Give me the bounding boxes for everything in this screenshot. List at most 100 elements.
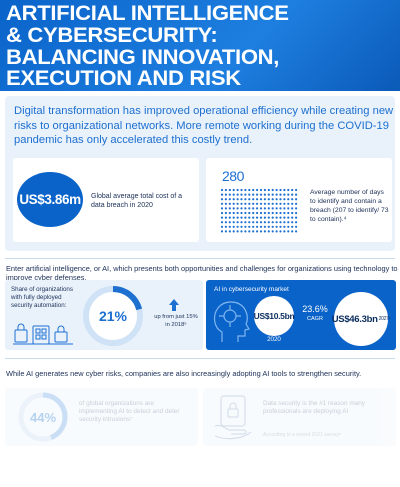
day-dot xyxy=(259,188,263,192)
breach-days-value: 280 xyxy=(222,168,244,184)
day-dot xyxy=(256,193,259,196)
day-dot xyxy=(228,207,231,210)
day-dot xyxy=(244,202,247,205)
day-dot xyxy=(228,225,231,228)
automation-share-label: Share of organizations with fully deploy… xyxy=(11,286,73,309)
day-dot xyxy=(263,216,266,219)
day-dot xyxy=(224,221,227,224)
market-cagr-label: CAGR xyxy=(307,316,323,322)
market-future-year: 2027⁶ xyxy=(378,316,391,322)
day-dot xyxy=(263,198,266,201)
day-dot xyxy=(220,216,224,219)
day-dot xyxy=(275,216,278,219)
day-dot xyxy=(252,230,255,233)
ai-adoption-card: 44% of global organizations are implemen… xyxy=(5,388,198,446)
day-dot xyxy=(295,221,298,224)
day-dot xyxy=(271,211,274,215)
day-dot xyxy=(232,225,235,228)
day-dot xyxy=(263,230,266,233)
day-dot xyxy=(279,225,282,228)
day-dot xyxy=(271,225,274,228)
day-dot xyxy=(240,207,243,210)
day-dot xyxy=(291,211,294,215)
days-dot-grid xyxy=(220,188,298,233)
day-dot xyxy=(240,198,243,201)
day-dot xyxy=(228,193,231,196)
market-cagr-value: 23.6% xyxy=(302,304,328,314)
day-dot xyxy=(220,207,224,210)
day-dot xyxy=(248,193,251,196)
day-dot xyxy=(232,202,235,205)
day-dot xyxy=(259,198,263,201)
day-dot xyxy=(283,221,286,224)
ai-adoption-value: 44% xyxy=(29,409,57,425)
day-dot xyxy=(252,221,255,224)
day-dot xyxy=(252,216,255,219)
day-dot xyxy=(271,198,274,201)
automation-share-ring xyxy=(83,286,143,346)
day-dot xyxy=(220,198,224,201)
day-dot xyxy=(248,221,251,224)
day-dot xyxy=(295,225,298,228)
breach-days-card: 280 Average number of days to identify a… xyxy=(206,158,392,242)
ai-market-card: AI in cybersecurity market US$10.5bn 202… xyxy=(206,280,396,350)
title-line-1: ARTIFICIAL INTELLIGENCE xyxy=(6,2,289,25)
security-lock-icon xyxy=(13,323,73,345)
day-dot xyxy=(263,207,266,210)
automation-share-card: Share of organizations with fully deploy… xyxy=(5,280,203,350)
day-dot xyxy=(252,211,255,215)
day-dot xyxy=(236,230,239,233)
day-dot xyxy=(267,225,270,228)
day-dot xyxy=(259,207,263,210)
day-dot xyxy=(248,198,251,201)
day-dot xyxy=(236,193,239,196)
day-dot xyxy=(248,216,251,219)
data-security-note: According to a recent 2021 survey⁸ xyxy=(263,432,341,438)
intro-text: Digital transformation has improved oper… xyxy=(14,105,394,146)
day-dot xyxy=(228,216,231,219)
day-dot xyxy=(263,202,266,205)
day-dot xyxy=(220,188,224,192)
market-future-value: US$46.3bn xyxy=(331,313,378,325)
header-banner: ARTIFICIAL INTELLIGENCE & CYBERSECURITY:… xyxy=(0,0,400,91)
day-dot xyxy=(271,216,274,219)
day-dot xyxy=(259,221,263,224)
day-dot xyxy=(295,193,298,196)
day-dot xyxy=(291,225,294,228)
day-dot xyxy=(244,193,247,196)
day-dot xyxy=(291,202,294,205)
day-dot xyxy=(252,202,255,205)
day-dot xyxy=(283,216,286,219)
day-dot xyxy=(291,221,294,224)
market-2020-value: US$10.5bn xyxy=(254,296,295,336)
day-dot xyxy=(267,193,270,196)
day-dot xyxy=(224,230,227,233)
day-dot xyxy=(224,188,227,192)
day-dot xyxy=(236,225,239,228)
day-dot xyxy=(228,221,231,224)
day-dot xyxy=(287,193,290,196)
data-security-card: Data security is the #1 reason many prof… xyxy=(203,388,396,446)
section-divider xyxy=(5,258,395,259)
day-dot xyxy=(287,198,290,201)
day-dot xyxy=(228,211,231,215)
day-dot xyxy=(256,202,259,205)
day-dot xyxy=(283,225,286,228)
day-dot xyxy=(287,221,290,224)
day-dot xyxy=(267,207,270,210)
day-dot xyxy=(275,188,278,192)
day-dot xyxy=(244,216,247,219)
day-dot xyxy=(291,193,294,196)
day-dot xyxy=(224,202,227,205)
day-dot xyxy=(295,207,298,210)
day-dot xyxy=(232,198,235,201)
day-dot xyxy=(275,230,278,233)
day-dot xyxy=(283,202,286,205)
day-dot xyxy=(248,207,251,210)
day-dot xyxy=(236,188,239,192)
day-dot xyxy=(267,230,270,233)
day-dot xyxy=(240,211,243,215)
breach-days-label: Average number of days to identify and c… xyxy=(310,189,389,223)
day-dot xyxy=(256,207,259,210)
day-dot xyxy=(240,188,243,192)
